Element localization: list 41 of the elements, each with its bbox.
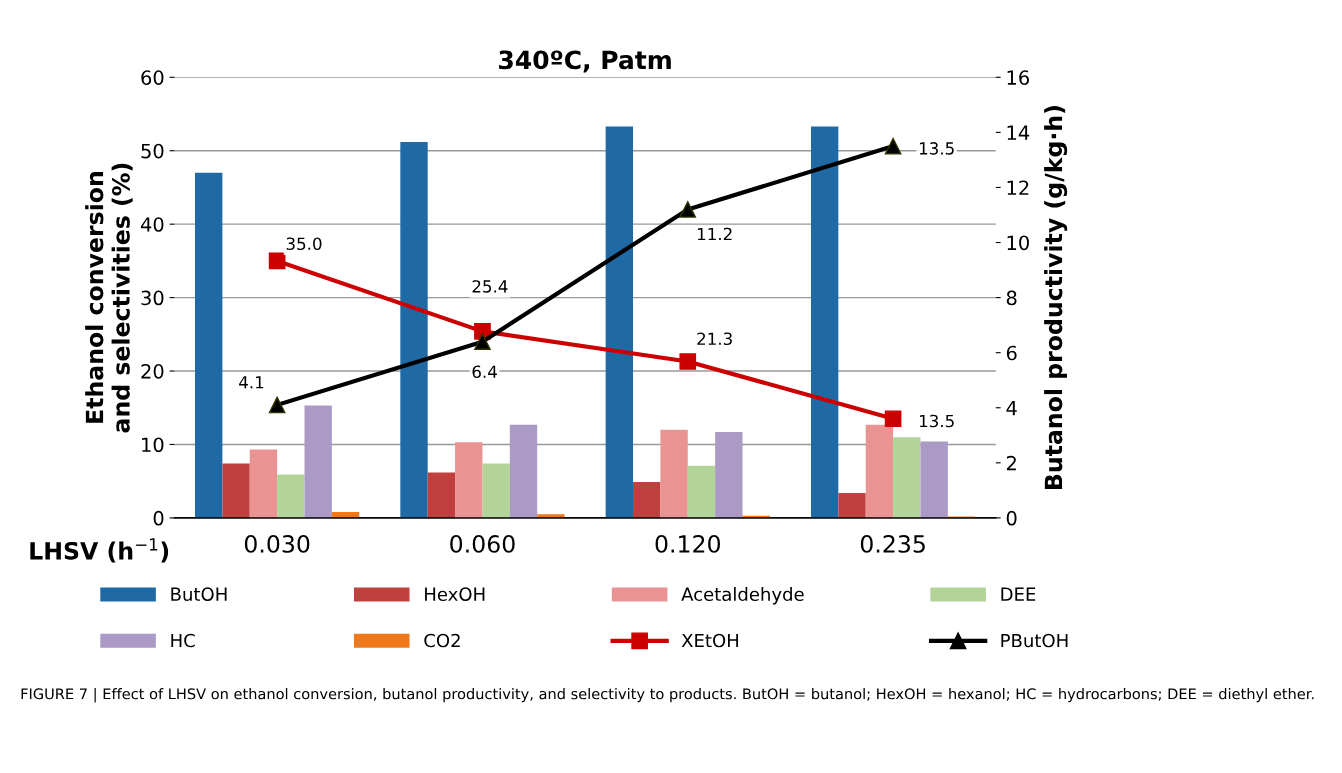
legend-label: CO2 [424, 633, 460, 648]
x-tick-label: 0.060 [450, 534, 515, 553]
y2-axis-title: Butanol productivity (g/kg·h) [1044, 106, 1068, 489]
y-tick-label: 10 [142, 437, 164, 453]
legend-label: Acetaldehyde [681, 587, 804, 605]
y2-tick-label: 16 [1007, 70, 1029, 85]
y-tick-label: 30 [141, 290, 164, 306]
x-axis-title: LHSV (h$^{−1}$) [30, 538, 169, 563]
y-tick-label: 50 [141, 143, 164, 159]
chart-title: 340ºC, Patm [499, 50, 671, 73]
data-label: 25.4 [472, 280, 508, 293]
y-tick-label: 40 [140, 217, 164, 232]
data-label: 11.2 [697, 227, 732, 241]
caption: FIGURE 7 | Effect of LHSV on ethanol conversion, butanol productivity, and selectivity to products. ButOH = butanol; HexOH = hexanol; HC = hydrocarbons; DEE = diethyl ether. [21, 687, 1314, 703]
y-tick-label: 60 [141, 70, 164, 85]
data-label: 13.5 [919, 414, 954, 428]
data-label: 35.0 [286, 237, 322, 251]
data-label: 6.4 [472, 365, 497, 379]
legend-label: HC [171, 633, 195, 648]
y2-tick-label: 14 [1007, 125, 1030, 140]
y2-tick-label: 2 [1006, 455, 1016, 471]
legend-label: HexOH [425, 587, 485, 602]
y2-tick-label: 10 [1007, 235, 1029, 251]
y2-tick-label: 6 [1006, 345, 1017, 361]
data-label: 13.5 [919, 142, 954, 155]
data-label: 4.1 [239, 376, 264, 389]
y-tick-label: 20 [141, 364, 164, 379]
legend-label: DEE [1001, 587, 1036, 601]
x-tick-label: 0.030 [244, 534, 310, 553]
y2-tick-label: 0 [1006, 510, 1017, 526]
legend-label: PButOH [1001, 633, 1068, 648]
y2-tick-label: 8 [1006, 290, 1017, 306]
y2-tick-label: 12 [1007, 180, 1029, 195]
x-tick-label: 0.235 [860, 534, 925, 553]
legend-label: XEtOH [681, 633, 739, 648]
y-tick-label: 0 [153, 510, 164, 526]
data-label: 21.3 [697, 332, 732, 346]
y2-tick-label: 4 [1006, 400, 1017, 416]
legend-label: ButOH [171, 587, 227, 602]
y-axis-title: Ethanol conversion and selectivities (%) [85, 163, 133, 433]
x-tick-label: 0.120 [655, 534, 720, 553]
